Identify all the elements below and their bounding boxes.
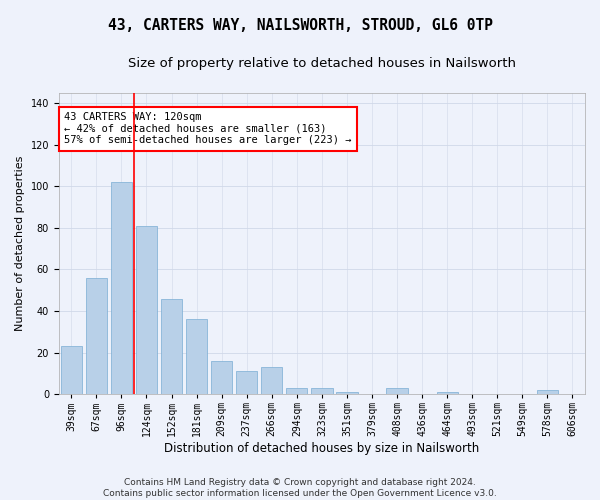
Bar [136,226,157,394]
Bar [111,182,132,394]
Bar [236,372,257,394]
Bar [286,388,307,394]
Bar [161,298,182,394]
X-axis label: Distribution of detached houses by size in Nailsworth: Distribution of detached houses by size … [164,442,479,455]
Bar [261,367,283,394]
Bar [336,392,358,394]
Bar [186,320,207,394]
Text: 43 CARTERS WAY: 120sqm
← 42% of detached houses are smaller (163)
57% of semi-de: 43 CARTERS WAY: 120sqm ← 42% of detached… [64,112,352,146]
Y-axis label: Number of detached properties: Number of detached properties [15,156,25,331]
Bar [311,388,332,394]
Bar [437,392,458,394]
Text: 43, CARTERS WAY, NAILSWORTH, STROUD, GL6 0TP: 43, CARTERS WAY, NAILSWORTH, STROUD, GL6… [107,18,493,32]
Bar [61,346,82,394]
Bar [537,390,558,394]
Bar [211,361,232,394]
Text: Contains HM Land Registry data © Crown copyright and database right 2024.
Contai: Contains HM Land Registry data © Crown c… [103,478,497,498]
Title: Size of property relative to detached houses in Nailsworth: Size of property relative to detached ho… [128,58,516,70]
Bar [386,388,408,394]
Bar [86,278,107,394]
